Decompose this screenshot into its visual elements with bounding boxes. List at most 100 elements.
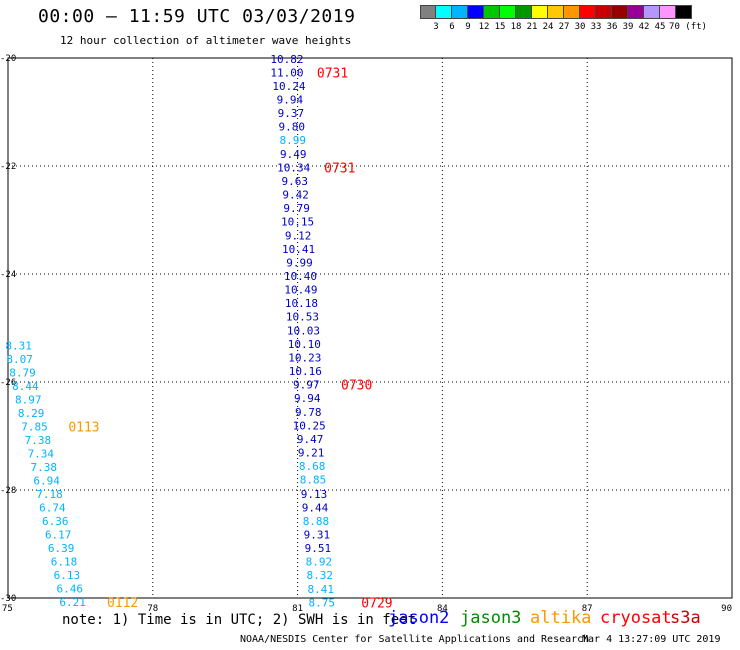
swh-value: 7.38 [30, 461, 57, 474]
swh-value: 10.03 [287, 325, 320, 338]
y-tick-label: -24 [0, 270, 16, 280]
credit-text: NOAA/NESDIS Center for Satellite Applica… [240, 634, 590, 645]
swh-value: 10.25 [293, 420, 326, 433]
swh-value: 9.21 [298, 447, 325, 460]
legend-label: 27 [558, 22, 570, 32]
swh-value: 9.80 [279, 121, 306, 134]
swh-value: 8.97 [15, 393, 42, 406]
swh-value: 10.23 [288, 352, 321, 365]
y-tick-label: -22 [0, 162, 16, 172]
swh-value: 8.44 [12, 380, 39, 393]
legend-swatch-10 [580, 5, 596, 19]
x-tick-label: 81 [292, 604, 303, 614]
time-label: 0112 [107, 596, 138, 611]
x-tick-label: 75 [2, 604, 13, 614]
swh-value: 9.31 [304, 528, 331, 541]
legend-label: 18 [510, 22, 522, 32]
legend-swatch-1 [436, 5, 452, 19]
swh-value: 10.53 [286, 311, 319, 324]
swh-value: 9.51 [305, 542, 332, 555]
swh-value: 6.13 [54, 569, 81, 582]
legend-swatch-3 [468, 5, 484, 19]
legend-label: 33 [590, 22, 602, 32]
satellite-cryosat: cryosat [600, 608, 672, 628]
swh-value: 10.10 [288, 338, 321, 351]
y-tick-label: -28 [0, 486, 16, 496]
swh-value: 10.18 [285, 297, 318, 310]
swh-value: 6.17 [45, 528, 72, 541]
swh-value: 8.29 [18, 407, 45, 420]
swh-value: 6.36 [42, 515, 69, 528]
y-tick-label: -20 [0, 54, 16, 64]
page-subtitle: 12 hour collection of altimeter wave hei… [60, 34, 352, 47]
swh-value: 8.85 [300, 474, 327, 487]
legend-swatch-15 [660, 5, 676, 19]
time-label: 0731 [324, 162, 355, 177]
swh-value: 9.97 [293, 379, 320, 392]
legend-label: 36 [606, 22, 618, 32]
legend-swatch-12 [612, 5, 628, 19]
legend-label: 30 [574, 22, 586, 32]
x-tick-label: 84 [437, 604, 448, 614]
legend-swatch-16 [676, 5, 692, 19]
swh-value: 11.00 [270, 67, 303, 80]
swh-value: 9.78 [295, 406, 322, 419]
x-tick-label: 87 [582, 604, 593, 614]
footnote: note: 1) Time is in UTC; 2) SWH is in fe… [62, 612, 417, 628]
time-label: 0113 [68, 420, 99, 435]
legend-swatch-14 [644, 5, 660, 19]
swh-value: 10.41 [282, 243, 315, 256]
satellite-jason2: jason2 [388, 608, 450, 628]
swh-value: 9.79 [283, 202, 310, 215]
legend-label: 6 [449, 22, 455, 32]
swh-value: 8.31 [5, 339, 32, 352]
legend-label: 24 [542, 22, 554, 32]
time-label: 0729 [361, 596, 392, 611]
swh-value: 10.24 [272, 80, 305, 93]
satellite-s3a: s3a [670, 608, 701, 628]
legend-swatch-9 [564, 5, 580, 19]
swh-value: 6.21 [59, 596, 86, 609]
swh-value: 8.68 [299, 460, 326, 473]
swh-value: 10.15 [281, 216, 314, 229]
y-tick-label: -26 [0, 378, 16, 388]
legend-label: 39 [622, 22, 634, 32]
legend-label: 15 [494, 22, 506, 32]
swh-value: 8.92 [306, 555, 333, 568]
swh-value: 9.49 [280, 148, 307, 161]
swh-value: 8.75 [308, 596, 335, 609]
legend-label: 70 (ft) [669, 22, 707, 32]
legend-swatch-5 [500, 5, 516, 19]
time-label: 0731 [317, 67, 348, 82]
swh-value: 9.94 [277, 94, 304, 107]
swh-value: 7.34 [28, 447, 55, 460]
swh-value: 6.74 [39, 501, 66, 514]
y-tick-label: -30 [0, 594, 16, 604]
swh-value: 9.94 [294, 392, 321, 405]
swh-value: 10.49 [284, 284, 317, 297]
swh-value: 8.99 [280, 134, 307, 147]
swh-value: 9.37 [278, 107, 305, 120]
swh-value: 7.38 [25, 434, 52, 447]
legend-label: 12 [478, 22, 490, 32]
swh-value: 9.12 [285, 230, 312, 243]
swh-value: 6.39 [48, 542, 75, 555]
satellite-altika: altika [530, 608, 592, 628]
swh-value: 6.18 [51, 555, 78, 568]
swh-value: 6.94 [33, 474, 60, 487]
legend-swatch-2 [452, 5, 468, 19]
swh-value: 7.18 [36, 488, 63, 501]
swh-value: 9.44 [302, 501, 329, 514]
legend-swatch-11 [596, 5, 612, 19]
swh-value: 9.13 [301, 488, 328, 501]
swh-value: 8.88 [303, 515, 330, 528]
swh-value: 10.34 [277, 162, 310, 175]
legend-label: 9 [465, 22, 471, 32]
swh-value: 8.32 [307, 569, 334, 582]
plot-frame [7, 57, 733, 599]
legend-labels: 3 6 9 12 15 18 21 24 27 30 33 36 39 42 45 70 (ft) [420, 22, 740, 34]
time-labels: 0731 0731 0730 0729 0113 0112 [68, 67, 392, 612]
swh-value: 9.47 [297, 433, 324, 446]
legend-swatch-4 [484, 5, 500, 19]
legend-swatch-7 [532, 5, 548, 19]
